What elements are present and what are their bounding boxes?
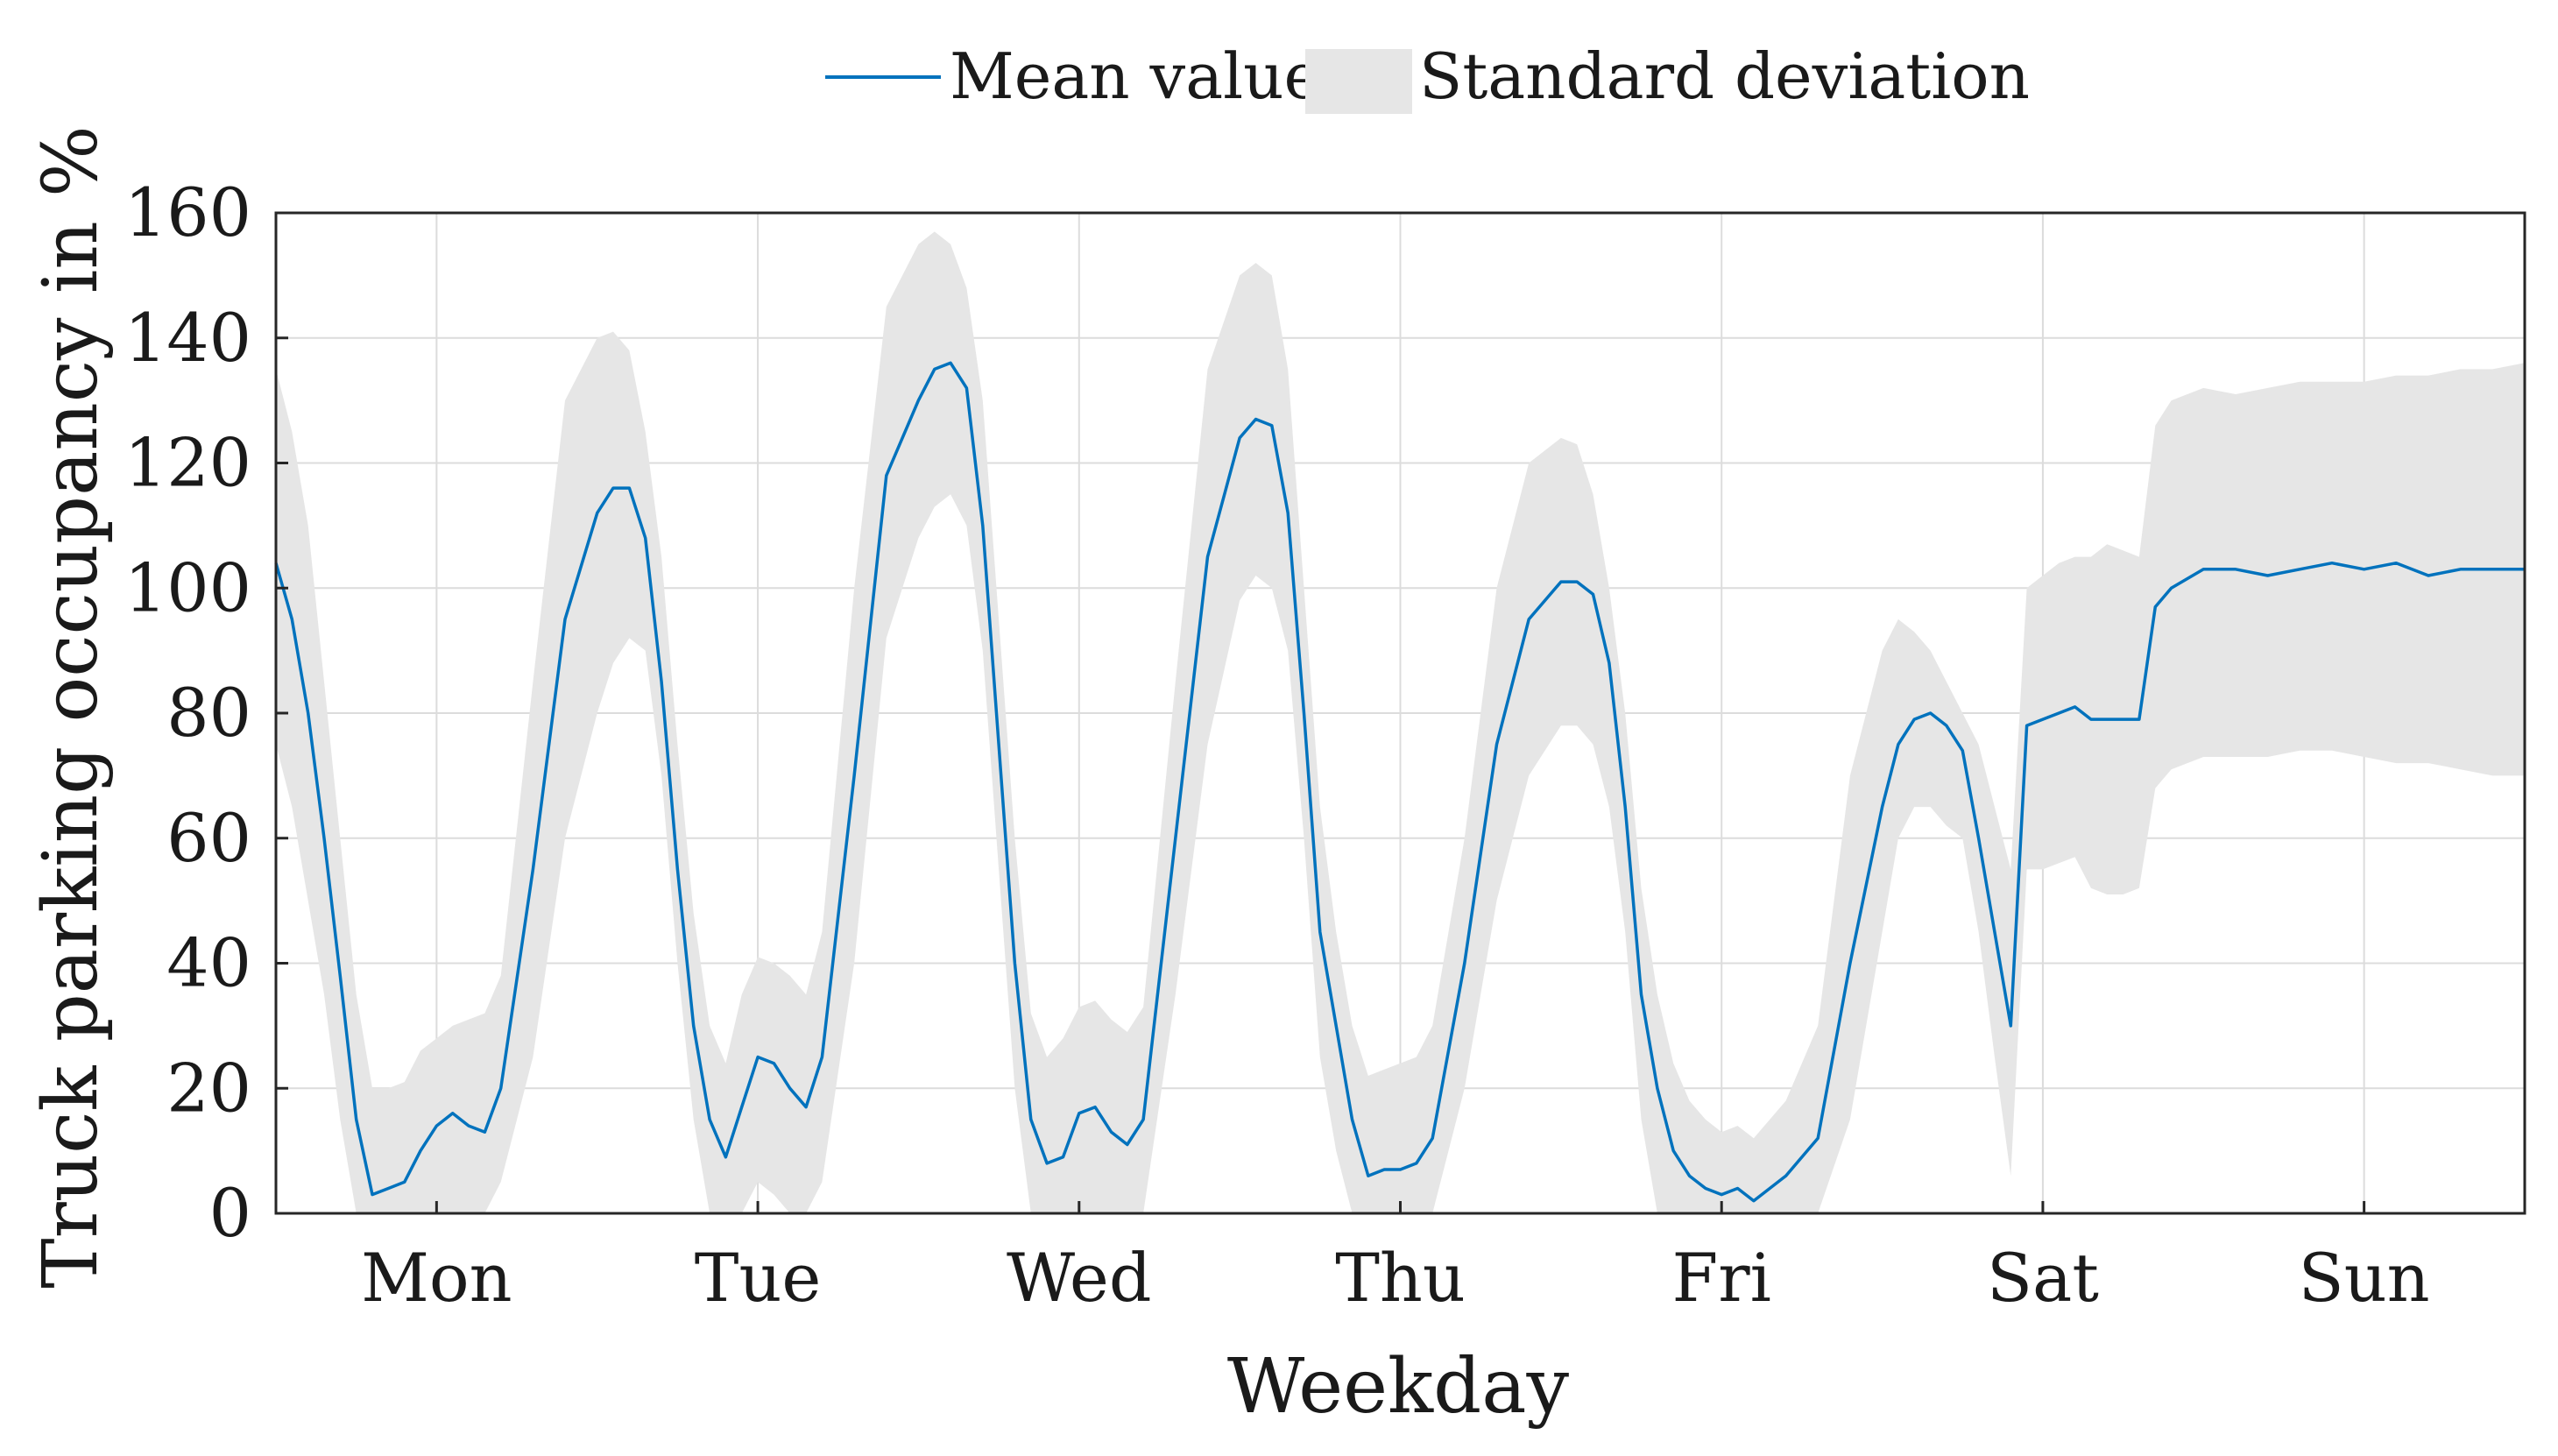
x-axis-title: Weekday <box>1227 1343 1570 1431</box>
x-tick-label-sat: Sat <box>1987 1239 2099 1317</box>
y-tick-label: 120 <box>124 424 251 502</box>
legend-mean-label: Mean value <box>950 39 1321 113</box>
y-tick-label: 100 <box>124 548 251 626</box>
legend-std-swatch <box>1305 49 1412 114</box>
std-deviation-band <box>276 231 2525 1213</box>
legend-std-label: Standard deviation <box>1419 39 2030 113</box>
y-axis-title: Truck parking occupancy in % <box>27 125 115 1289</box>
x-axis-ticks: Mon Tue Wed Thu Fri Sat Sun <box>361 1201 2430 1317</box>
y-axis-ticks: 0 20 40 60 80 100 120 140 160 <box>124 173 288 1252</box>
x-tick-label-sun: Sun <box>2299 1239 2430 1317</box>
legend: Mean value Standard deviation <box>825 39 2030 114</box>
y-tick-label: 0 <box>209 1174 251 1252</box>
y-tick-label: 20 <box>166 1049 251 1127</box>
x-tick-label-mon: Mon <box>361 1239 512 1317</box>
mean-value-line <box>274 361 2525 1203</box>
x-tick-label-fri: Fri <box>1672 1239 1771 1317</box>
y-tick-label: 40 <box>166 924 251 1002</box>
y-tick-label: 140 <box>124 299 251 377</box>
x-tick-label-thu: Thu <box>1335 1239 1466 1317</box>
x-tick-label-wed: Wed <box>1007 1239 1152 1317</box>
y-tick-label: 80 <box>166 674 251 752</box>
y-tick-label: 160 <box>124 173 251 251</box>
y-tick-label: 60 <box>166 799 251 877</box>
x-tick-label-tue: Tue <box>695 1239 822 1317</box>
